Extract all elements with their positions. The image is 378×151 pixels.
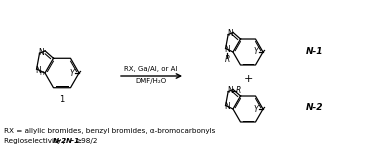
Text: N-1: N-1 (306, 47, 324, 56)
Text: Y: Y (70, 69, 74, 77)
Text: /: / (63, 138, 65, 144)
Text: N: N (38, 48, 44, 57)
Text: N: N (224, 45, 230, 55)
Text: N-1: N-1 (65, 138, 80, 144)
Text: N: N (227, 86, 232, 95)
Text: DMF/H₂O: DMF/H₂O (135, 78, 167, 84)
Text: RX, Ga/Al, or Al: RX, Ga/Al, or Al (124, 66, 178, 72)
Text: N: N (224, 103, 230, 111)
Text: R: R (225, 55, 230, 64)
Text: 1: 1 (59, 95, 65, 104)
Text: N: N (35, 66, 41, 75)
Text: ≥98/2: ≥98/2 (76, 138, 98, 144)
Text: N-2: N-2 (53, 138, 67, 144)
Text: RX = allylic bromides, benzyl bromides, α-bromocarbonyls: RX = allylic bromides, benzyl bromides, … (4, 128, 215, 134)
Text: H: H (39, 71, 44, 76)
Text: Y: Y (254, 104, 258, 114)
Text: Y: Y (254, 48, 258, 56)
Text: N-2: N-2 (306, 103, 324, 112)
Text: N: N (227, 29, 232, 38)
Text: Regioselectivity: Regioselectivity (4, 138, 64, 144)
Text: +: + (243, 74, 253, 84)
Text: R: R (236, 86, 241, 95)
